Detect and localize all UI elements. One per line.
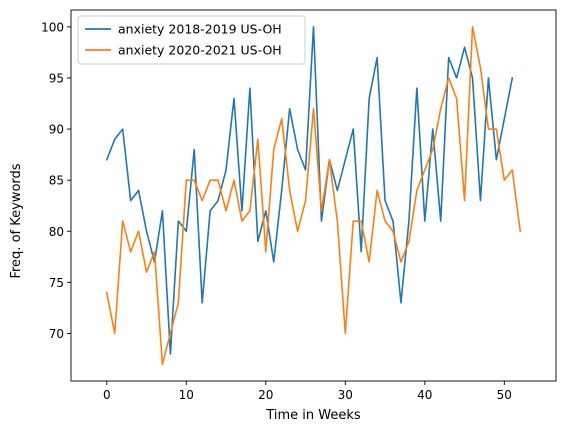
series-line-1 xyxy=(105,26,514,355)
y-axis-label: Freq. of Keywords xyxy=(9,163,24,278)
series-layer xyxy=(105,26,522,365)
x-tick-label: 10 xyxy=(179,388,194,402)
y-tick-label: 75 xyxy=(49,276,64,290)
legend-label-2: anxiety 2020-2021 US-OH xyxy=(118,43,282,58)
y-tick-label: 100 xyxy=(41,20,64,34)
x-axis-label: Time in Weeks xyxy=(265,408,361,423)
y-tick-label: 90 xyxy=(49,123,64,137)
y-tick-label: 95 xyxy=(49,71,64,85)
x-tick-label: 50 xyxy=(497,388,512,402)
x-tick-label: 0 xyxy=(103,388,111,402)
plot-frame xyxy=(70,9,557,382)
x-tick-label: 40 xyxy=(417,388,432,402)
axes-layer: 0 10 20 30 40 50 70 75 80 85 90 95 100 xyxy=(41,9,557,402)
y-tick-label: 80 xyxy=(49,225,64,239)
x-tick-label: 20 xyxy=(258,388,273,402)
legend: anxiety 2018-2019 US-OH anxiety 2020-2021… xyxy=(77,15,306,65)
y-tick-label: 70 xyxy=(49,327,64,341)
series-line-2 xyxy=(105,26,522,365)
x-tick-label: 30 xyxy=(338,388,353,402)
legend-box xyxy=(77,15,306,65)
y-tick-label: 85 xyxy=(49,174,64,188)
legend-label-1: anxiety 2018-2019 US-OH xyxy=(118,22,282,37)
